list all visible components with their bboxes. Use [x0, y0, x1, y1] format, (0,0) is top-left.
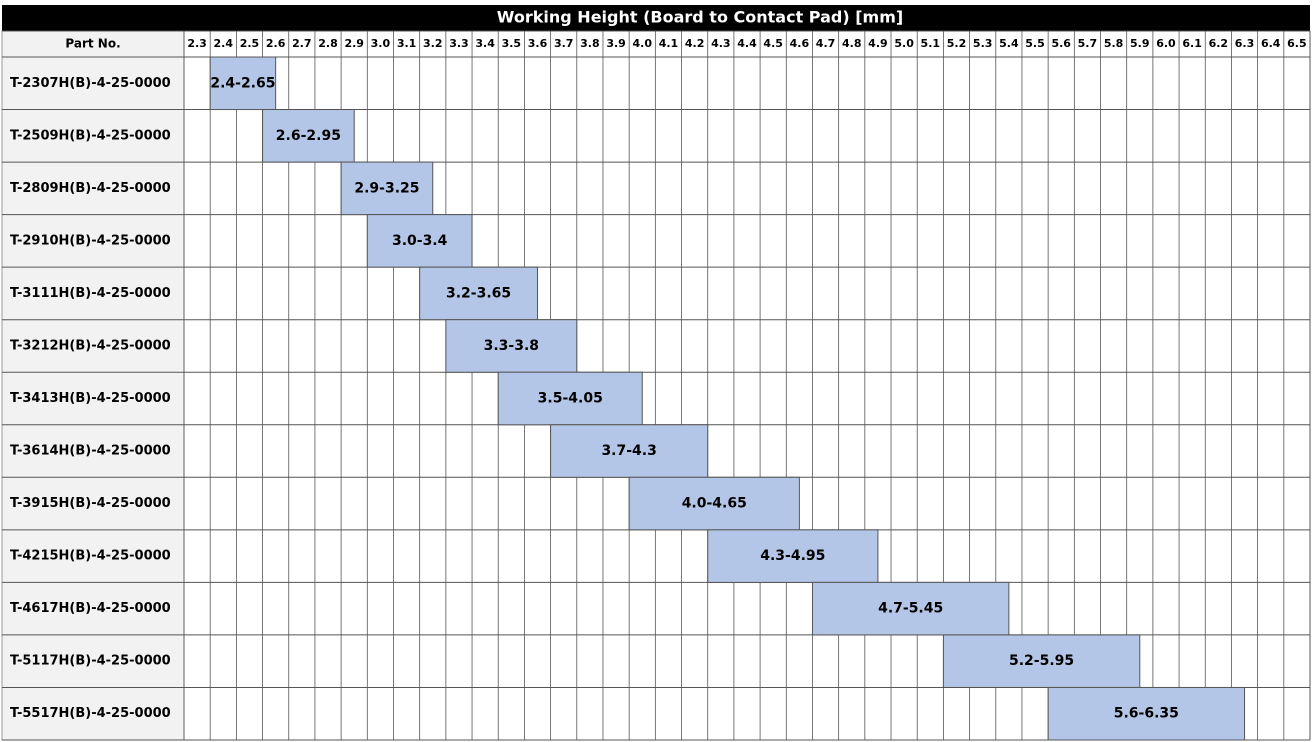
range-bar [262, 109, 355, 163]
x-tick-label: 4.0 [633, 37, 653, 50]
range-bar [445, 319, 578, 373]
y-tick-label: T-3212H(B)-4-25-0000 [10, 338, 171, 353]
x-tick-label: 3.9 [606, 37, 626, 50]
y-tick-label: T-2307H(B)-4-25-0000 [10, 76, 171, 91]
range-bar [707, 529, 879, 583]
x-tick-label: 3.8 [580, 37, 600, 50]
y-tick-label: T-4617H(B)-4-25-0000 [10, 601, 171, 616]
value-label: 3.2-3.65 [446, 285, 511, 301]
x-tick-label: 2.4 [214, 37, 234, 50]
x-tick-label: 4.8 [842, 37, 862, 50]
x-tick-label: 3.5 [502, 37, 522, 50]
x-tick-label: 5.9 [1130, 37, 1150, 50]
x-tick-label: 4.9 [868, 37, 888, 50]
x-tick-label: 3.6 [528, 37, 548, 50]
y-tick-label: T-3413H(B)-4-25-0000 [10, 391, 171, 406]
x-tick-label: 4.2 [685, 37, 705, 50]
x-tick-label: 5.3 [973, 37, 993, 50]
value-label: 5.2-5.95 [1009, 653, 1074, 669]
x-tick-label: 3.1 [397, 37, 417, 50]
x-tick-label: 2.7 [292, 37, 312, 50]
y-tick-label: T-4215H(B)-4-25-0000 [10, 549, 171, 564]
x-tick-label: 3.2 [423, 37, 443, 50]
y-axis-label: Part No. [65, 37, 120, 51]
x-tick-label: 2.6 [266, 37, 286, 50]
y-tick-label: T-3614H(B)-4-25-0000 [10, 444, 171, 459]
x-tick-label: 3.3 [449, 37, 469, 50]
x-tick-label: 4.3 [711, 37, 731, 50]
y-tick-label: T-2509H(B)-4-25-0000 [10, 128, 171, 143]
x-tick-label: 4.5 [763, 37, 783, 50]
x-tick-label: 4.6 [790, 37, 810, 50]
range-bar [550, 424, 709, 478]
x-tick-label: 2.8 [318, 37, 338, 50]
x-tick-label: 3.4 [475, 37, 495, 50]
range-bar [1047, 686, 1246, 741]
y-tick-label: T-3111H(B)-4-25-0000 [10, 286, 171, 301]
x-tick-label: 6.1 [1182, 37, 1202, 50]
x-tick-label: 5.5 [1025, 37, 1045, 50]
range-bar [419, 266, 539, 321]
value-label: 2.4-2.65 [210, 75, 275, 91]
value-label: 3.0-3.4 [392, 233, 448, 249]
axis-title: Working Height (Board to Contact Pad) [m… [497, 8, 903, 27]
title-bar [2, 5, 1310, 31]
x-tick-label: 2.9 [344, 37, 364, 50]
value-label: 4.7-5.45 [878, 601, 943, 617]
value-label: 4.0-4.65 [682, 496, 747, 512]
y-tick-label: T-2910H(B)-4-25-0000 [10, 233, 171, 248]
y-tick-label: T-5517H(B)-4-25-0000 [10, 706, 171, 721]
x-tick-label: 3.0 [371, 37, 391, 50]
x-tick-label: 6.2 [1209, 37, 1229, 50]
value-label: 2.9-3.25 [354, 180, 419, 196]
range-bar [209, 56, 277, 111]
part-column [1, 30, 185, 741]
range-bar [628, 476, 800, 531]
x-tick-label: 6.3 [1235, 37, 1255, 50]
x-tick-label: 4.4 [737, 37, 757, 50]
range-bar [340, 161, 434, 216]
x-tick-label: 6.0 [1156, 37, 1176, 50]
x-tick-label: 5.1 [921, 37, 941, 50]
value-label: 4.3-4.95 [760, 548, 825, 564]
x-tick-label: 5.8 [1104, 37, 1124, 50]
value-label: 3.5-4.05 [538, 391, 603, 407]
value-label: 5.6-6.35 [1114, 706, 1179, 722]
x-tick-label: 2.5 [240, 37, 260, 50]
x-tick-label: 4.1 [659, 37, 679, 50]
range-bar [942, 634, 1141, 688]
x-tick-label: 2.3 [187, 37, 207, 50]
x-tick-label: 6.5 [1287, 37, 1307, 50]
value-label: 3.3-3.8 [484, 338, 539, 354]
value-label: 3.7-4.3 [601, 443, 656, 459]
x-tick-label: 5.4 [999, 37, 1019, 50]
value-label: 2.6-2.95 [276, 128, 341, 144]
x-tick-label: 4.7 [816, 37, 836, 50]
x-tick-label: 6.4 [1261, 37, 1281, 50]
range-bar [811, 581, 1010, 636]
x-tick-label: 5.0 [894, 37, 914, 50]
y-tick-label: T-3915H(B)-4-25-0000 [10, 496, 171, 511]
y-tick-label: T-2809H(B)-4-25-0000 [10, 181, 171, 196]
x-tick-label: 5.2 [947, 37, 967, 50]
y-tick-label: T-5117H(B)-4-25-0000 [10, 654, 171, 669]
x-tick-label: 5.7 [1078, 37, 1098, 50]
range-bar [497, 371, 643, 426]
x-tick-label: 5.6 [1051, 37, 1071, 50]
x-tick-label: 3.7 [554, 37, 574, 50]
